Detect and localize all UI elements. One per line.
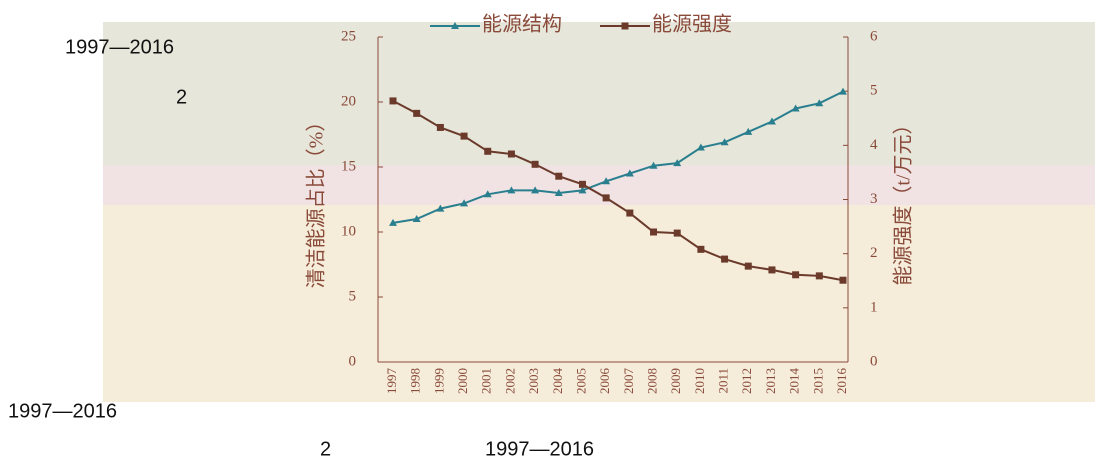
marker xyxy=(436,123,444,131)
marker xyxy=(531,186,540,194)
page-text: 1997—2016 xyxy=(65,36,174,58)
x-tick-label: 2000 xyxy=(455,368,470,394)
marker xyxy=(531,160,539,168)
marker xyxy=(555,172,563,180)
marker xyxy=(460,199,469,207)
band xyxy=(103,22,1095,165)
x-tick-label: 2005 xyxy=(573,368,588,394)
marker xyxy=(650,228,658,236)
marker xyxy=(436,204,445,212)
y-tick-label: 0 xyxy=(349,353,357,369)
page-text: 2 xyxy=(176,86,187,108)
marker xyxy=(413,109,421,117)
marker xyxy=(578,186,587,194)
legend-marker xyxy=(451,22,459,29)
series-line xyxy=(392,100,844,282)
marker xyxy=(602,177,611,185)
marker xyxy=(673,229,681,237)
legend-label: 能源强度 xyxy=(652,13,732,36)
marker xyxy=(815,272,823,280)
marker xyxy=(768,266,776,274)
x-tick-label: 2007 xyxy=(621,368,636,395)
x-tick-label: 2015 xyxy=(810,368,825,394)
band xyxy=(103,205,1095,402)
marker xyxy=(484,147,492,155)
marker xyxy=(483,190,492,198)
y2-tick-label: 6 xyxy=(870,28,878,44)
legend-marker xyxy=(621,22,629,30)
marker xyxy=(792,271,800,279)
marker xyxy=(744,262,752,270)
x-tick-label: 2011 xyxy=(716,368,731,394)
marker xyxy=(578,180,586,188)
legend-label: 能源结构 xyxy=(482,13,562,36)
y-axis-label: 清洁能源占比（%） xyxy=(305,112,328,289)
marker xyxy=(602,194,610,202)
marker xyxy=(626,209,634,217)
x-tick-label: 2004 xyxy=(550,368,565,395)
x-tick-label: 1998 xyxy=(408,368,423,394)
y2-axis-label: 能源强度（t/万元） xyxy=(892,114,915,285)
x-tick-label: 1997 xyxy=(384,368,399,395)
marker xyxy=(507,186,516,194)
y-tick-label: 25 xyxy=(341,28,356,44)
y2-tick-label: 5 xyxy=(870,83,878,99)
x-tick-label: 2014 xyxy=(787,368,802,395)
marker xyxy=(389,218,397,226)
y-tick-label: 10 xyxy=(341,223,356,239)
y2-tick-label: 3 xyxy=(870,191,878,207)
x-tick-label: 2001 xyxy=(479,368,494,394)
y-tick-label: 15 xyxy=(341,158,356,174)
x-tick-label: 2002 xyxy=(502,368,517,394)
marker xyxy=(696,143,705,151)
marker xyxy=(791,104,800,112)
marker xyxy=(767,117,776,125)
marker xyxy=(744,127,753,135)
x-tick-label: 2003 xyxy=(526,368,541,394)
marker xyxy=(673,159,682,167)
x-tick-label: 2006 xyxy=(597,368,612,395)
x-tick-label: 2013 xyxy=(763,368,778,394)
x-tick-label: 2012 xyxy=(739,368,754,394)
marker xyxy=(839,276,847,284)
x-tick-label: 1999 xyxy=(431,368,446,394)
y2-tick-label: 1 xyxy=(870,299,878,315)
marker xyxy=(554,189,563,196)
marker xyxy=(460,132,468,140)
marker xyxy=(720,138,729,146)
marker xyxy=(625,169,634,177)
y-tick-label: 20 xyxy=(341,93,356,109)
marker xyxy=(839,87,847,95)
x-tick-label: 2010 xyxy=(692,368,707,394)
page-text: 1997—2016 xyxy=(8,400,117,422)
y2-tick-label: 4 xyxy=(870,137,878,153)
marker xyxy=(721,255,729,263)
marker xyxy=(389,97,397,105)
x-tick-label: 2008 xyxy=(645,368,660,394)
y2-tick-label: 0 xyxy=(870,353,878,369)
marker xyxy=(507,150,515,158)
marker xyxy=(412,215,421,222)
y-tick-label: 5 xyxy=(349,288,357,304)
x-tick-label: 2009 xyxy=(668,368,683,394)
marker xyxy=(815,99,824,107)
page-text: 1997—2016 xyxy=(485,438,594,460)
y2-tick-label: 2 xyxy=(870,245,878,261)
series-line xyxy=(392,90,844,224)
marker xyxy=(649,161,658,169)
page-text: 2 xyxy=(320,438,331,460)
marker xyxy=(697,245,705,253)
x-tick-label: 2016 xyxy=(834,368,849,395)
